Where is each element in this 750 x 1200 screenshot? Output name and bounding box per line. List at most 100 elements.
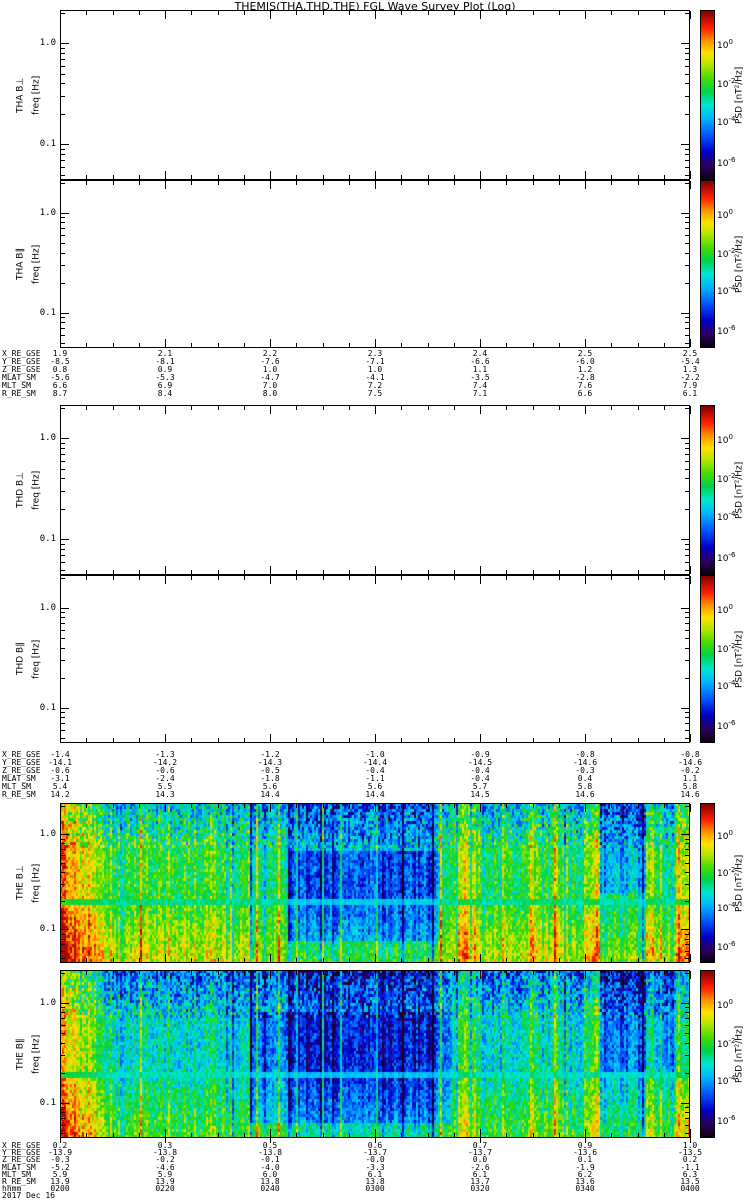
freq-tick-label: 1.0 [39, 602, 56, 613]
psd-colorbar-tick-label: 10-6 [717, 323, 736, 337]
freq-tick-label: 0.1 [39, 534, 56, 545]
ephemeris-value: -14.1 [47, 758, 73, 767]
ephemeris-row-label: X_RE_GSE [2, 1141, 41, 1150]
psd-colorbar-tick-label: 100 [717, 207, 733, 221]
ephemeris-row-label: X_RE_GSE [2, 750, 41, 759]
ephemeris-value: 13.9 [50, 1177, 70, 1186]
ephemeris-row-label: MLT_SM [2, 782, 31, 791]
ephemeris-value: 13.8 [365, 1177, 385, 1186]
ephemeris-value: -14.3 [257, 758, 283, 767]
ephemeris-value: 0.7 [472, 1141, 488, 1150]
psd-colorbar-tick-label: 10-6 [717, 550, 736, 564]
ephemeris-value: -1.3 [155, 750, 175, 759]
ephemeris-value: 0.9 [577, 1141, 593, 1150]
psd-colorbar-tick-label: 100 [717, 38, 733, 52]
ephemeris-value: -0.2 [155, 1155, 175, 1165]
ephemeris-value: -0.5 [260, 766, 280, 775]
freq-tick-label: 1.0 [39, 997, 56, 1008]
ephemeris-value: -13.6 [572, 1148, 598, 1158]
ephemeris-value: 0.3 [157, 1141, 173, 1150]
ephemeris-value: -7.6 [260, 357, 280, 366]
ephemeris-value: 6.1 [367, 1169, 383, 1179]
psd-colorbar-tick-label: 10-4 [717, 114, 736, 128]
ephemeris-value: -0.4 [470, 766, 490, 775]
freq-tick-label: 1.0 [39, 829, 56, 840]
ephemeris-value: -0.4 [365, 766, 385, 775]
ephemeris-value: 14.4 [365, 790, 385, 799]
panel-label-tha-bpar: THA B∥ [15, 248, 26, 280]
panel-the-bperp [60, 803, 691, 963]
ephemeris-value: 7.2 [367, 381, 383, 390]
ephemeris-value: 7.9 [682, 381, 698, 390]
ephemeris-value: 0200 [50, 1184, 70, 1194]
ephemeris-value: -13.8 [257, 1148, 283, 1158]
psd-colorbar [700, 803, 715, 963]
ephemeris-value: 7.6 [577, 381, 593, 390]
ephemeris-value: 13.6 [575, 1177, 595, 1186]
ephemeris-value: 6.1 [682, 389, 698, 398]
ephemeris-value: 6.3 [682, 1169, 698, 1179]
axis-ticks [60, 180, 691, 348]
freq-axis-label: freq [Hz] [31, 470, 42, 510]
psd-colorbar-tick-label: 100 [717, 433, 733, 447]
ephemeris-value: 5.7 [472, 782, 488, 791]
freq-tick-label: 0.1 [39, 924, 56, 935]
panel-tha-bpar [60, 180, 691, 348]
ephemeris-value: -0.3 [575, 766, 595, 775]
psd-colorbar-tick-label: 10-4 [717, 901, 736, 915]
ephemeris-value: -0.6 [155, 766, 175, 775]
psd-axis-label: PSD [nT²/Hz] [734, 854, 745, 912]
freq-tick-label: 0.1 [39, 139, 56, 150]
ephemeris-value: 0400 [680, 1184, 700, 1194]
psd-axis-label: PSD [nT²/Hz] [734, 461, 745, 519]
axis-ticks [60, 575, 691, 743]
psd-axis-label: PSD [nT²/Hz] [734, 1025, 745, 1083]
freq-tick-label: 0.1 [39, 702, 56, 713]
ephemeris-value: 6.6 [52, 381, 68, 390]
psd-colorbar-tick-label: 10-4 [717, 1073, 736, 1087]
ephemeris-value: -1.2 [260, 750, 280, 759]
ephemeris-value: -3.5 [470, 373, 490, 382]
ephemeris-value: 7.5 [367, 389, 383, 398]
ephemeris-value: -13.7 [362, 1148, 388, 1158]
ephemeris-value: 8.7 [52, 389, 68, 398]
spectrogram-canvas-the-bpar [60, 970, 690, 1138]
ephemeris-value: -5.3 [155, 373, 175, 382]
ephemeris-value: 1.1 [472, 365, 488, 374]
ephemeris-value: -1.1 [365, 774, 385, 783]
panel-label-the-bperp: THE B⊥ [15, 865, 26, 901]
ephemeris-value: 0300 [365, 1184, 385, 1194]
ephemeris-value: 13.5 [680, 1177, 700, 1186]
psd-colorbar [700, 10, 715, 180]
freq-axis-label: freq [Hz] [31, 75, 42, 115]
ephemeris-value: 2.2 [262, 349, 278, 358]
figure-title: THEMIS(THA,THD,THE) FGL Wave Survey Plot… [234, 0, 516, 13]
ephemeris-value: 6.6 [577, 389, 593, 398]
psd-axis-label: PSD [nT²/Hz] [734, 630, 745, 688]
ephemeris-value: 0320 [470, 1184, 490, 1194]
ephemeris-value: 14.3 [155, 790, 175, 799]
psd-colorbar-tick-label: 100 [717, 997, 733, 1011]
ephemeris-value: 0.2 [52, 1141, 68, 1150]
ephemeris-value: -0.9 [470, 750, 490, 759]
psd-colorbar-tick-label: 10-2 [717, 246, 736, 260]
panel-label-the-bpar: THE B∥ [15, 1038, 26, 1070]
psd-colorbar-tick-label: 100 [717, 602, 733, 616]
ephemeris-value: 14.5 [470, 790, 490, 799]
ephemeris-value: 8.4 [157, 389, 173, 398]
date-label: 2017 Dec 16 [2, 1191, 55, 1200]
ephemeris-value: 1.0 [262, 365, 278, 374]
ephemeris-row-label: MLAT_SM [2, 373, 36, 382]
freq-axis-label: freq [Hz] [31, 1034, 42, 1074]
ephemeris-value: 14.2 [50, 790, 70, 799]
ephemeris-value: 1.0 [682, 1141, 698, 1150]
psd-colorbar-tick-label: 10-2 [717, 641, 736, 655]
ephemeris-value: 5.6 [367, 782, 383, 791]
psd-colorbar-tick-label: 10-4 [717, 283, 736, 297]
ephemeris-value: -3.1 [50, 774, 70, 783]
ephemeris-value: 5.9 [52, 1169, 68, 1179]
ephemeris-row-label: Z_RE_GSE [2, 365, 41, 374]
psd-colorbar-tick-label: 10-2 [717, 77, 736, 91]
ephemeris-value: 5.4 [52, 782, 68, 791]
ephemeris-value: 0.6 [367, 1141, 383, 1150]
